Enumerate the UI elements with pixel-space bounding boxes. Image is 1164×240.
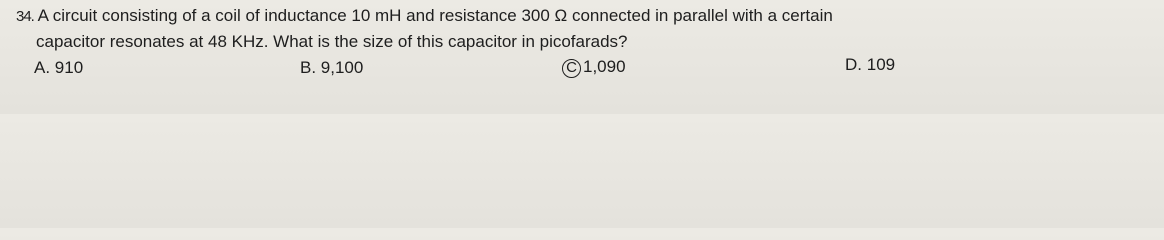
question-line: 34. A circuit consisting of a coil of in… — [16, 6, 833, 27]
option-text: 910 — [54, 58, 84, 77]
question-number: 34. — [16, 8, 35, 25]
option-letter-circled: C — [562, 59, 581, 78]
option-letter: A. — [34, 58, 51, 77]
option-letter: B. — [300, 58, 317, 77]
question-text: A circuit consisting of a coil of induct… — [37, 6, 833, 25]
question-text: capacitor resonates at 48 KHz. What is t… — [36, 32, 628, 51]
option-text: 109 — [866, 55, 896, 74]
option-letter: D. — [845, 55, 862, 74]
option: A. 910 — [34, 58, 83, 78]
option-text: 9,100 — [320, 58, 364, 77]
page: 34. A circuit consisting of a coil of in… — [0, 0, 1164, 114]
option: C 1,090 — [562, 57, 626, 78]
option: D. 109 — [845, 55, 895, 75]
option-text: 1,090 — [583, 57, 626, 76]
option: B. 9,100 — [300, 58, 363, 78]
